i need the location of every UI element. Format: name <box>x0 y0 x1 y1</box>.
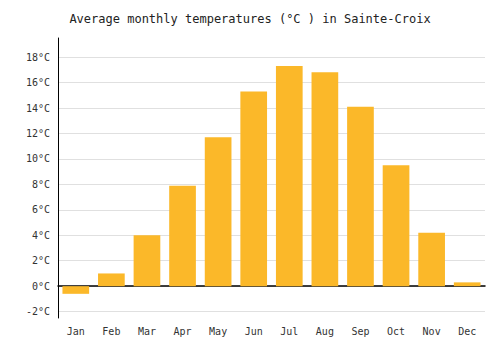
svg-text:16°C: 16°C <box>26 77 50 88</box>
svg-text:10°C: 10°C <box>26 153 50 164</box>
svg-text:May: May <box>209 326 227 337</box>
svg-text:-2°C: -2°C <box>26 306 50 317</box>
svg-text:Aug: Aug <box>316 326 334 337</box>
svg-text:4°C: 4°C <box>32 230 50 241</box>
svg-text:Jun: Jun <box>245 326 263 337</box>
svg-text:Average monthly temperatures (: Average monthly temperatures (°C ) in Sa… <box>69 12 430 26</box>
svg-text:Dec: Dec <box>458 326 476 337</box>
svg-text:Jan: Jan <box>67 326 85 337</box>
svg-text:Apr: Apr <box>174 326 192 337</box>
svg-text:12°C: 12°C <box>26 128 50 139</box>
svg-text:Feb: Feb <box>102 326 120 337</box>
svg-text:8°C: 8°C <box>32 179 50 190</box>
svg-text:14°C: 14°C <box>26 103 50 114</box>
svg-text:Mar: Mar <box>138 326 156 337</box>
svg-text:Nov: Nov <box>423 326 441 337</box>
svg-text:Oct: Oct <box>387 326 405 337</box>
svg-text:0°C: 0°C <box>32 281 50 292</box>
svg-text:6°C: 6°C <box>32 204 50 215</box>
svg-text:18°C: 18°C <box>26 52 50 63</box>
svg-text:2°C: 2°C <box>32 255 50 266</box>
svg-text:Sep: Sep <box>351 326 369 337</box>
svg-text:Jul: Jul <box>280 326 298 337</box>
